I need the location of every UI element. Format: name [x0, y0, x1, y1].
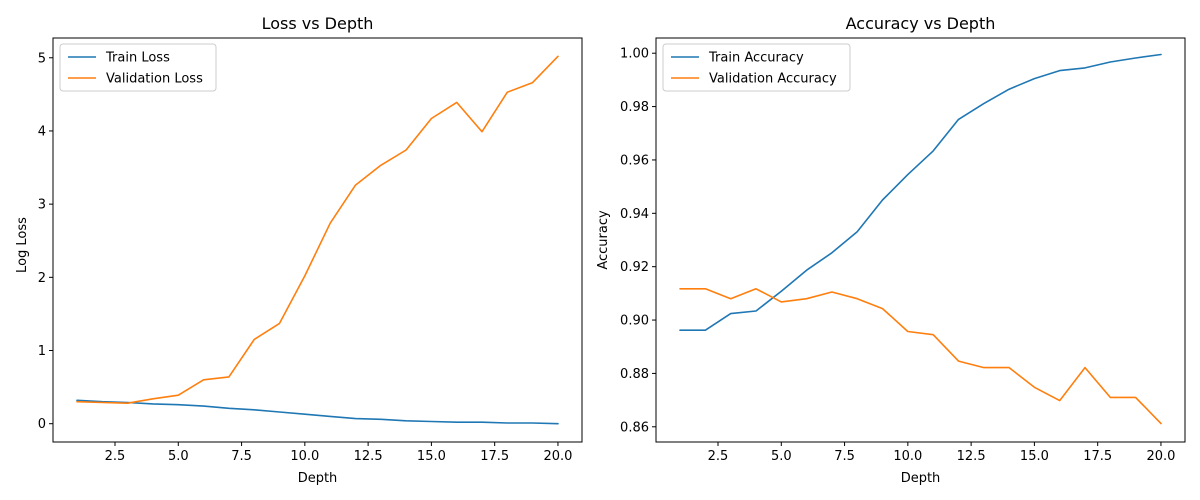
y-tick-label: 0 [38, 417, 46, 432]
legend: Train Accuracy Validation Accuracy [662, 43, 851, 92]
axis-ticks: 2.5 5.0 7.5 10.0 12.5 15.0 17.5 20.0 0 1 2 3 4 5 [38, 51, 573, 464]
x-tick-label: 20.0 [1146, 449, 1175, 464]
x-tick-label: 5.0 [771, 449, 792, 464]
legend-box [662, 43, 851, 92]
y-tick-label: 0.88 [620, 367, 649, 382]
y-tick-label: 3 [38, 198, 46, 213]
y-axis-label: Accuracy [596, 210, 611, 270]
x-tick-label: 12.5 [957, 449, 986, 464]
y-tick-label: 5 [38, 51, 46, 66]
y-tick-label: 0.90 [620, 314, 649, 329]
loss-chart: Loss vs Depth Depth Log Loss 2.5 5.0 7.5 10… [15, 14, 583, 486]
legend-label-validation-loss: Validation Loss [106, 72, 203, 87]
x-tick-label: 5.0 [168, 449, 189, 464]
x-tick-label: 12.5 [354, 449, 383, 464]
y-tick-label: 1 [38, 344, 46, 359]
y-tick-label: 2 [38, 271, 46, 286]
series-line-train-loss [76, 399, 559, 425]
legend-label-train-loss: Train Loss [105, 51, 170, 66]
x-tick-label: 10.0 [290, 449, 319, 464]
x-tick-label: 7.5 [231, 449, 252, 464]
x-tick-label: 17.5 [480, 449, 509, 464]
x-tick-label: 17.5 [1083, 449, 1112, 464]
x-tick-label: 20.0 [543, 449, 572, 464]
series-line-validation-accuracy [679, 287, 1162, 425]
legend-label-validation-accuracy: Validation Accuracy [709, 72, 837, 87]
accuracy-chart: Accuracy vs Depth Depth Accuracy 2.5 5.0 7… [596, 14, 1186, 486]
plot-area [679, 53, 1162, 425]
y-tick-label: 0.92 [620, 260, 649, 275]
x-tick-label: 7.5 [834, 449, 855, 464]
y-tick-label: 0.98 [620, 100, 649, 115]
series-line-validation-loss [76, 55, 559, 405]
axis-ticks: 2.5 5.0 7.5 10.0 12.5 15.0 17.5 20.0 0.86 0.88 0.9… [620, 47, 1175, 464]
chart-title: Accuracy vs Depth [846, 14, 996, 33]
y-tick-label: 4 [38, 124, 46, 139]
legend-label-train-accuracy: Train Accuracy [708, 51, 804, 66]
x-tick-label: 15.0 [417, 449, 446, 464]
axes-frame [52, 37, 583, 443]
x-axis-label: Depth [901, 471, 941, 486]
y-tick-label: 0.96 [620, 153, 649, 168]
y-tick-label: 1.00 [620, 47, 649, 62]
y-tick-label: 0.94 [620, 207, 649, 222]
series-line-train-accuracy [679, 53, 1162, 332]
x-tick-label: 2.5 [708, 449, 729, 464]
legend-box [59, 43, 217, 92]
x-tick-label: 10.0 [893, 449, 922, 464]
y-tick-label: 0.86 [620, 420, 649, 435]
x-axis-label: Depth [298, 471, 338, 486]
y-axis-label: Log Loss [15, 217, 30, 273]
plot-area [76, 55, 559, 425]
x-tick-label: 15.0 [1020, 449, 1049, 464]
chart-title: Loss vs Depth [262, 14, 374, 33]
legend: Train Loss Validation Loss [59, 43, 217, 92]
x-tick-label: 2.5 [105, 449, 126, 464]
axes-frame [655, 37, 1186, 443]
